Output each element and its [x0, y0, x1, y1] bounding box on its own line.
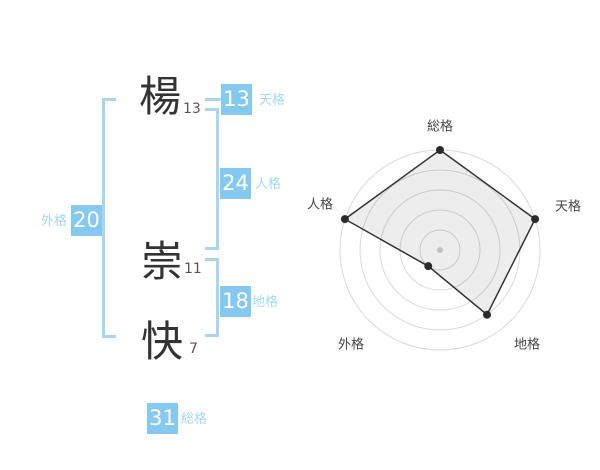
name-character-1: 楊 [139, 72, 182, 121]
name-character-3: 快 [141, 317, 184, 366]
chikaku-bracket [205, 258, 219, 337]
radar-vertex-dot [424, 262, 433, 271]
radar-vertex-dot [436, 146, 444, 154]
radar-vertex-dot [483, 310, 492, 319]
radar-vertex-dot [340, 215, 349, 224]
stroke-count-3: 7 [189, 341, 198, 357]
radar-ring [379, 189, 501, 311]
jinkaku-value-badge: 24 [220, 168, 251, 199]
stroke-count-2: 11 [184, 261, 202, 277]
radar-axis-label: 天格 [555, 199, 581, 215]
radar-ring [419, 229, 461, 271]
jinkaku-bracket [205, 108, 219, 250]
gaikaku-bracket [102, 98, 116, 338]
gaikaku-value-badge: 20 [71, 205, 102, 236]
tenkaku-label: 天格 [259, 93, 286, 108]
tenkaku-connector-line [205, 98, 221, 101]
radar-polygon [343, 149, 537, 316]
soukaku-value-badge: 31 [147, 403, 178, 434]
chikaku-value-badge: 18 [220, 286, 251, 317]
radar-axis-label: 地格 [514, 337, 540, 353]
radar-axis-label: 外格 [338, 337, 364, 353]
chikaku-label: 地格 [252, 295, 279, 310]
soukaku-label: 総格 [181, 412, 208, 427]
name-character-2: 崇 [141, 237, 184, 286]
stroke-count-1: 13 [183, 101, 201, 117]
radar-axis-label: 総格 [427, 119, 453, 135]
tenkaku-value-badge: 13 [221, 84, 252, 115]
gaikaku-label: 外格 [41, 214, 68, 229]
jinkaku-label: 人格 [255, 177, 282, 192]
radar-center-dot [437, 247, 443, 253]
radar-vertex-dot [531, 215, 540, 224]
radar-axis-label: 人格 [307, 197, 333, 213]
